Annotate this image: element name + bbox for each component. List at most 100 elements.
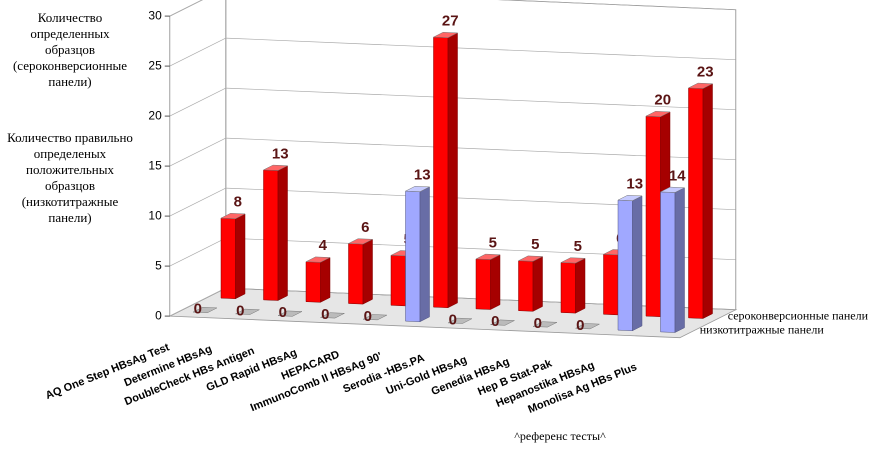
bar bbox=[659, 186, 686, 333]
bar-side bbox=[419, 186, 430, 323]
bar-front bbox=[560, 262, 576, 314]
bar bbox=[319, 312, 346, 319]
bar bbox=[574, 323, 601, 330]
bar-top bbox=[220, 213, 246, 219]
depth-label: сероконверсионные панели bbox=[728, 308, 869, 322]
value-label: 5 bbox=[489, 234, 497, 251]
value-label: 6 bbox=[361, 219, 369, 236]
value-label: 0 bbox=[194, 301, 202, 318]
y-tick-label: 20 bbox=[148, 108, 162, 122]
y-tick-label: 30 bbox=[148, 8, 162, 22]
bar-side bbox=[320, 257, 331, 303]
value-label: 0 bbox=[449, 311, 457, 328]
value-label: 14 bbox=[669, 167, 686, 184]
bar-top bbox=[560, 257, 586, 264]
bar-top bbox=[574, 323, 601, 330]
bar-top bbox=[262, 164, 289, 171]
bar-side bbox=[277, 165, 288, 301]
bar-top bbox=[475, 253, 501, 260]
annotation: Количество определенных образцов (сероко… bbox=[12, 10, 128, 89]
value-label: 27 bbox=[442, 13, 459, 30]
bar-top bbox=[362, 314, 388, 321]
bar-front bbox=[263, 169, 279, 301]
bar-top bbox=[532, 321, 558, 328]
bar bbox=[362, 314, 388, 321]
grid-line bbox=[169, 0, 736, 17]
bar-top bbox=[192, 307, 218, 313]
value-label: 23 bbox=[697, 63, 714, 80]
bar-top bbox=[432, 32, 459, 38]
bar-front bbox=[688, 87, 704, 319]
bar-top bbox=[645, 111, 671, 117]
bar-front bbox=[475, 258, 491, 310]
depth-label: низкотитражные панели bbox=[700, 322, 825, 336]
bar bbox=[220, 213, 246, 300]
bar bbox=[687, 82, 714, 319]
value-label: 0 bbox=[534, 315, 542, 332]
bar-top bbox=[277, 310, 303, 317]
value-label: 13 bbox=[414, 167, 431, 184]
value-label: 5 bbox=[574, 238, 582, 255]
y-tick-label: 10 bbox=[148, 208, 162, 222]
bar-front bbox=[645, 115, 661, 317]
bar-front bbox=[390, 255, 406, 307]
bar bbox=[404, 186, 431, 323]
value-label: 5 bbox=[531, 236, 539, 253]
grid-line bbox=[169, 187, 736, 217]
bar bbox=[305, 256, 331, 303]
bar bbox=[192, 307, 218, 313]
bar-side bbox=[447, 32, 458, 309]
value-label: 13 bbox=[272, 145, 289, 162]
bar-side bbox=[575, 257, 586, 314]
side-wall bbox=[169, 0, 227, 317]
bar-front bbox=[348, 243, 364, 305]
value-label: 0 bbox=[236, 302, 244, 319]
bar-front bbox=[220, 217, 236, 299]
bar-front bbox=[617, 199, 633, 331]
bar bbox=[560, 257, 586, 314]
bar-side bbox=[632, 195, 643, 332]
bar bbox=[262, 164, 289, 301]
bar-top bbox=[489, 319, 516, 326]
bar-top bbox=[617, 195, 643, 201]
bar-front bbox=[518, 260, 534, 312]
bar-top bbox=[305, 256, 331, 263]
bar-top bbox=[659, 186, 686, 193]
bar-top bbox=[234, 308, 261, 315]
bar bbox=[475, 253, 501, 310]
bar-front bbox=[603, 254, 619, 316]
annotation: Количество правильно определеных положит… bbox=[7, 130, 133, 225]
bar-side bbox=[532, 256, 543, 312]
bar bbox=[617, 195, 643, 332]
y-tick-label: 25 bbox=[148, 58, 162, 72]
bar bbox=[447, 317, 473, 324]
value-label: 0 bbox=[491, 313, 499, 330]
grid-line bbox=[169, 137, 736, 167]
value-label: 8 bbox=[234, 194, 242, 211]
bar bbox=[347, 238, 374, 305]
bar-front bbox=[305, 261, 321, 303]
y-tick-label: 0 bbox=[155, 308, 162, 322]
bar-top bbox=[319, 312, 346, 319]
bar-front bbox=[433, 36, 449, 308]
bar-top bbox=[517, 255, 544, 262]
value-label: 0 bbox=[576, 317, 584, 334]
y-tick-label: 5 bbox=[155, 258, 162, 272]
bar bbox=[277, 310, 303, 317]
bar bbox=[489, 319, 516, 326]
bar bbox=[432, 32, 459, 309]
value-label: 0 bbox=[321, 306, 329, 323]
value-label: 13 bbox=[626, 176, 643, 193]
bar-top bbox=[447, 317, 473, 324]
bar-front bbox=[405, 190, 421, 322]
bar-side bbox=[235, 213, 246, 300]
grid-line bbox=[169, 87, 736, 117]
bar-side bbox=[702, 83, 713, 319]
bar bbox=[532, 321, 558, 328]
grid-line bbox=[169, 37, 736, 67]
value-label: 0 bbox=[364, 308, 372, 325]
value-label: 4 bbox=[319, 237, 328, 254]
value-label: 0 bbox=[279, 304, 287, 321]
